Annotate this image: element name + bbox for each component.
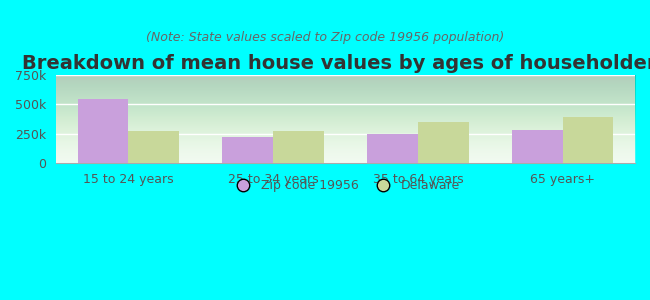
Text: (Note: State values scaled to Zip code 19956 population): (Note: State values scaled to Zip code 1…: [146, 31, 504, 44]
Bar: [418, 122, 469, 163]
Bar: [78, 99, 128, 163]
Bar: [273, 131, 324, 163]
Bar: [512, 130, 563, 163]
Legend: Zip code 19956, Delaware: Zip code 19956, Delaware: [226, 174, 465, 197]
Bar: [563, 117, 614, 163]
Bar: [128, 131, 179, 163]
Bar: [367, 134, 418, 163]
Title: Breakdown of mean house values by ages of householders: Breakdown of mean house values by ages o…: [23, 54, 650, 73]
Bar: [222, 137, 273, 163]
